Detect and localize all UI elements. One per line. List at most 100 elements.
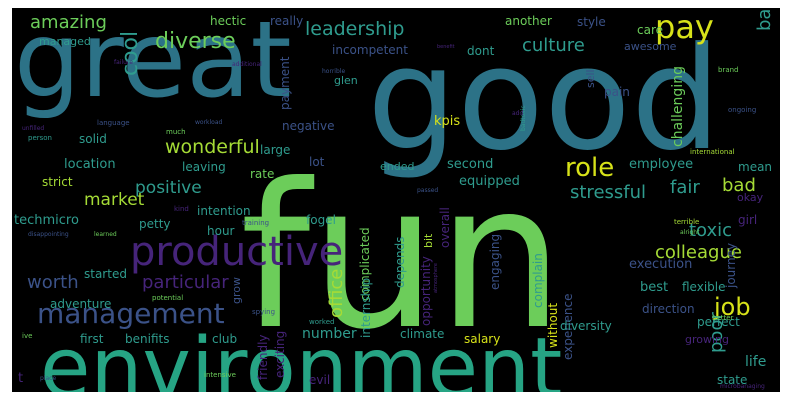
word-pay: pay	[655, 8, 714, 46]
word-best: best	[640, 280, 668, 295]
word-location: location	[64, 157, 116, 172]
word-friendly: friendly	[256, 334, 270, 380]
word-complicated: complicated	[358, 227, 372, 301]
word-kpis: kpis	[434, 114, 460, 129]
word-state: state	[717, 373, 747, 387]
word-cloud: fun good great environment productive managem…	[12, 8, 780, 392]
word-failure: failure	[114, 59, 133, 66]
word-without: without	[546, 303, 560, 348]
word-bit: bit	[422, 233, 435, 248]
word-incompetent: incompetent	[332, 43, 408, 57]
word-brand: brand	[718, 66, 739, 74]
word-okay: okay	[737, 191, 764, 204]
word-ongoing: ongoing	[728, 106, 756, 114]
word-engaging: engaging	[488, 234, 502, 290]
word-lot: lot	[309, 155, 325, 169]
word-complain: complain	[531, 253, 545, 308]
word-management: management	[37, 297, 225, 330]
word-balance: balance	[754, 8, 775, 31]
word-grow: grow	[230, 277, 243, 304]
word-add: add	[512, 110, 523, 117]
word-depends: depends	[393, 237, 407, 288]
word-wonderful: wonderful	[165, 136, 260, 158]
word-rate: rate	[250, 167, 274, 181]
word-started: started	[84, 267, 127, 281]
word-evil: evil	[309, 373, 330, 387]
word-hour: hour	[207, 224, 235, 238]
word-sell: sell	[584, 69, 597, 88]
word-ive: ive	[22, 332, 32, 340]
word-international: international	[690, 148, 735, 156]
word-internship: internship	[359, 278, 373, 338]
word-negative: negative	[282, 119, 334, 133]
word-awesome: awesome	[624, 40, 677, 53]
word-great: great	[14, 8, 292, 121]
word-petty: petty	[139, 217, 171, 231]
word-disappointing: disappointing	[28, 231, 69, 238]
word-badtoxic: badtoxic	[520, 105, 527, 131]
word-life: life	[745, 354, 766, 370]
word-perfect: perfect	[697, 315, 740, 329]
word-benefit: benefit	[437, 44, 455, 50]
word-horrible: horrible	[322, 68, 345, 75]
word-leadership: leadership	[305, 18, 404, 40]
word-journey: journey	[724, 243, 738, 289]
word-payment: payment	[278, 56, 292, 110]
word-overall: overall	[438, 207, 452, 248]
word-unfilled: unfilled	[22, 125, 44, 132]
word-adventure: adventure	[50, 297, 111, 311]
word-employee: employee	[629, 157, 693, 172]
word-diverse: diverse	[155, 29, 236, 54]
word-growing: growing	[685, 333, 729, 346]
word-equipped: equipped	[459, 174, 520, 189]
word-market: market	[84, 190, 145, 210]
word-productive: productive	[130, 229, 343, 275]
word-place: place	[40, 375, 56, 382]
word-worked: worked	[309, 318, 334, 326]
word-bad: bad	[722, 175, 756, 196]
word-office: office	[326, 269, 347, 318]
word-direction: direction	[642, 302, 695, 316]
word-girl: girl	[738, 213, 757, 227]
word-benifits: benifits	[125, 332, 169, 346]
word-style: style	[577, 15, 606, 29]
word-techmicro: techmicro	[14, 213, 79, 228]
word-training: training	[242, 219, 269, 227]
word-first: first	[80, 332, 104, 346]
word-kind: kind	[174, 205, 189, 213]
word-atmosphere: atmosphere	[433, 263, 439, 293]
word-fair: fair	[670, 177, 700, 198]
word-dont: dont	[467, 44, 495, 58]
word-spying: spying	[252, 308, 275, 316]
word-ended: ended	[380, 160, 414, 173]
word-colleague: colleague	[655, 242, 742, 263]
word-learned: learned	[94, 231, 117, 238]
word-amazing: amazing	[30, 12, 107, 33]
word-particular: particular	[142, 272, 229, 293]
word-flexible: flexible	[682, 280, 726, 294]
word-care: care	[637, 23, 663, 37]
word-large: large	[260, 143, 290, 157]
word-challenging: challenging	[670, 66, 686, 147]
word-intensive: intensive	[204, 371, 236, 379]
word-mean: mean	[738, 160, 772, 174]
word-toxic: toxic	[689, 220, 732, 241]
word-second: second	[447, 157, 493, 172]
word-potential: potential	[152, 294, 183, 302]
word-intention: intention	[197, 204, 251, 218]
word-positive: positive	[135, 178, 202, 198]
word-glen: glen	[334, 74, 358, 87]
word-hectic: hectic	[210, 14, 246, 28]
word-alright: alright	[680, 229, 700, 236]
word-exciting: exciting	[273, 331, 287, 378]
word-worth: worth	[27, 272, 79, 293]
word-t: t	[18, 371, 23, 386]
word-environment: environment	[40, 321, 562, 392]
word-stressful: stressful	[570, 182, 646, 203]
word-terrible: terrible	[674, 218, 699, 226]
word-pain: pain	[604, 85, 630, 99]
word-language: language	[97, 119, 130, 127]
word-good: good	[367, 17, 721, 182]
word-really: really	[270, 14, 303, 28]
word-managed: managed	[39, 35, 91, 48]
